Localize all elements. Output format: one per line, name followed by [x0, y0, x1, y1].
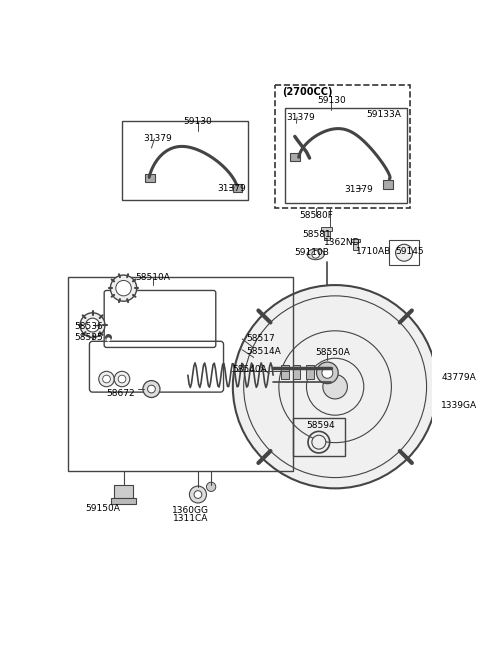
Bar: [68, 277, 292, 472]
Text: 58514A: 58514A: [246, 346, 281, 356]
Circle shape: [323, 375, 348, 399]
Text: 58535: 58535: [74, 333, 103, 342]
Circle shape: [194, 491, 202, 499]
Bar: [353, 240, 358, 250]
Circle shape: [312, 435, 326, 449]
Circle shape: [147, 385, 156, 393]
Circle shape: [190, 486, 206, 503]
Bar: [383, 180, 393, 189]
Text: 58580F: 58580F: [299, 211, 333, 220]
Circle shape: [206, 482, 216, 491]
Text: 1339GA: 1339GA: [441, 401, 478, 409]
Bar: [281, 365, 288, 379]
Text: (2700CC): (2700CC): [282, 87, 332, 97]
Circle shape: [114, 371, 130, 387]
Circle shape: [316, 362, 338, 384]
Circle shape: [322, 367, 333, 379]
Bar: [292, 417, 345, 456]
Bar: [233, 184, 242, 192]
Bar: [290, 153, 300, 161]
Ellipse shape: [307, 249, 324, 260]
Text: 58594: 58594: [306, 421, 335, 430]
Text: 59110B: 59110B: [294, 248, 329, 257]
Text: 31379: 31379: [217, 184, 246, 194]
Text: 59145: 59145: [395, 247, 423, 256]
Text: 58517: 58517: [246, 335, 275, 343]
Text: 59130: 59130: [317, 96, 346, 105]
Text: 1710AB: 1710AB: [356, 247, 391, 256]
Circle shape: [99, 371, 114, 387]
Text: 59130: 59130: [183, 117, 212, 126]
Bar: [306, 365, 314, 379]
Circle shape: [233, 285, 437, 488]
Text: 31379: 31379: [345, 185, 373, 194]
Text: 43779A: 43779A: [441, 373, 476, 382]
Bar: [276, 85, 410, 208]
Circle shape: [110, 275, 137, 301]
Bar: [321, 228, 332, 231]
Bar: [350, 239, 360, 242]
Text: 1360GG: 1360GG: [172, 506, 209, 515]
Text: 58581: 58581: [302, 230, 331, 239]
Bar: [145, 174, 155, 182]
Text: 58550A: 58550A: [316, 348, 350, 358]
Text: 1311CA: 1311CA: [172, 514, 208, 523]
Circle shape: [312, 251, 320, 258]
Bar: [389, 240, 419, 265]
Bar: [285, 108, 407, 203]
Circle shape: [116, 281, 132, 296]
Text: 59133A: 59133A: [366, 110, 401, 119]
Circle shape: [396, 244, 413, 261]
Circle shape: [85, 318, 99, 332]
Bar: [292, 365, 300, 379]
Text: 31379: 31379: [286, 113, 315, 121]
Text: 31379: 31379: [144, 134, 172, 143]
Bar: [111, 498, 136, 504]
Circle shape: [80, 313, 105, 337]
Text: 58536: 58536: [74, 322, 103, 331]
Circle shape: [118, 375, 126, 383]
Circle shape: [143, 380, 160, 398]
Text: 58540A: 58540A: [232, 365, 267, 374]
Bar: [324, 229, 330, 239]
Bar: [114, 485, 133, 498]
Text: 58510A: 58510A: [135, 273, 170, 282]
Text: 59150A: 59150A: [85, 504, 120, 513]
Text: 1362ND: 1362ND: [324, 238, 360, 247]
Circle shape: [103, 375, 110, 383]
Bar: [433, 376, 447, 398]
Text: 58672: 58672: [107, 389, 135, 398]
Bar: [122, 121, 248, 200]
Circle shape: [437, 383, 444, 390]
